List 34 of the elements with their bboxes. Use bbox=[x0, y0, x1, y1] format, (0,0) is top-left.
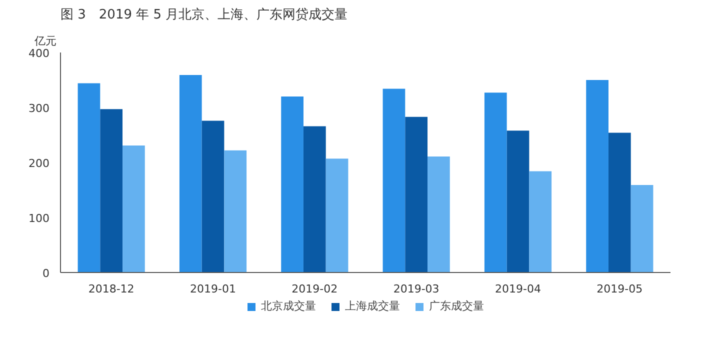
bar bbox=[529, 171, 552, 272]
x-tick-label: 2019-04 bbox=[495, 282, 541, 296]
y-tick-label: 400 bbox=[28, 47, 50, 60]
bar bbox=[179, 75, 202, 272]
x-tick-label: 2019-01 bbox=[190, 282, 236, 296]
y-axis-title: 亿元 bbox=[34, 34, 56, 48]
y-tick-label: 300 bbox=[28, 102, 50, 115]
bar bbox=[630, 185, 654, 272]
bar bbox=[506, 130, 530, 272]
bar bbox=[326, 158, 348, 272]
y-tick-label: 100 bbox=[28, 212, 50, 225]
bar bbox=[202, 120, 224, 272]
bar bbox=[405, 116, 428, 272]
bar bbox=[303, 126, 326, 272]
x-tick-label: 2019-03 bbox=[393, 282, 440, 296]
bar bbox=[122, 145, 145, 272]
y-tick-label: 0 bbox=[42, 267, 50, 280]
bar bbox=[608, 132, 631, 272]
legend-label: 广东成交量 bbox=[429, 298, 484, 314]
chart-title: 图 3 2019 年 5 月北京、上海、广东网贷成交量 bbox=[60, 6, 348, 22]
y-tick-label: 200 bbox=[28, 157, 50, 170]
legend-label: 北京成交量 bbox=[261, 298, 316, 314]
bar bbox=[78, 83, 100, 272]
x-tick-label: 2018-12 bbox=[88, 282, 134, 296]
x-tick-label: 2019-05 bbox=[596, 282, 643, 296]
bar bbox=[382, 88, 406, 272]
legend-label: 上海成交量 bbox=[345, 298, 400, 314]
bar bbox=[100, 109, 123, 272]
x-tick-label: 2019-02 bbox=[292, 282, 338, 296]
bar bbox=[586, 80, 608, 272]
bar bbox=[281, 96, 304, 272]
bar bbox=[224, 150, 247, 272]
bar bbox=[428, 156, 450, 272]
bar bbox=[484, 92, 507, 272]
